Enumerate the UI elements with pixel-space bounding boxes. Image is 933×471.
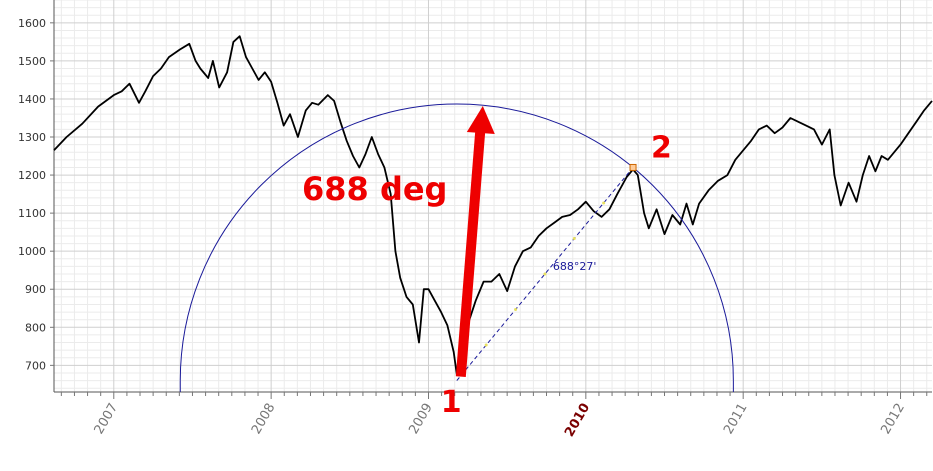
- annotation-layer: 688°27' 1 2 688 deg: [179, 103, 734, 420]
- radius-marker: [572, 236, 576, 240]
- y-tick-labels: 700 800 900 1000 1100 1200 1300 1400 1500 1600: [18, 17, 46, 373]
- degree-annotation: 688 deg: [302, 170, 447, 208]
- point-2-label: 2: [651, 130, 672, 165]
- y-tick-label: 1100: [18, 207, 46, 220]
- radius-marker: [484, 343, 488, 347]
- y-tick-label: 1500: [18, 55, 46, 68]
- grid-major: [54, 0, 932, 392]
- red-arrow-shaft: [455, 123, 486, 377]
- y-tick-label: 1400: [18, 93, 46, 106]
- axes: [50, 0, 932, 399]
- radius-marker: [543, 272, 547, 276]
- radius-marker: [602, 201, 606, 205]
- point-2-marker: [629, 163, 637, 171]
- grid-minor: [54, 0, 932, 392]
- y-tick-label: 1200: [18, 169, 46, 182]
- angle-arc: [179, 103, 734, 381]
- y-tick-label: 1600: [18, 17, 46, 30]
- red-arrow-head: [466, 106, 495, 135]
- y-tick-label: 1300: [18, 131, 46, 144]
- radius-marker: [514, 308, 518, 312]
- price-series-line: [53, 35, 933, 376]
- y-tick-label: 900: [25, 283, 46, 296]
- point-1-label: 1: [441, 385, 462, 420]
- y-tick-label: 800: [25, 321, 46, 334]
- series-layer: [53, 35, 933, 376]
- y-tick-label: 1000: [18, 245, 46, 258]
- angle-readout: 688°27': [553, 260, 597, 273]
- y-tick-label: 700: [25, 359, 46, 372]
